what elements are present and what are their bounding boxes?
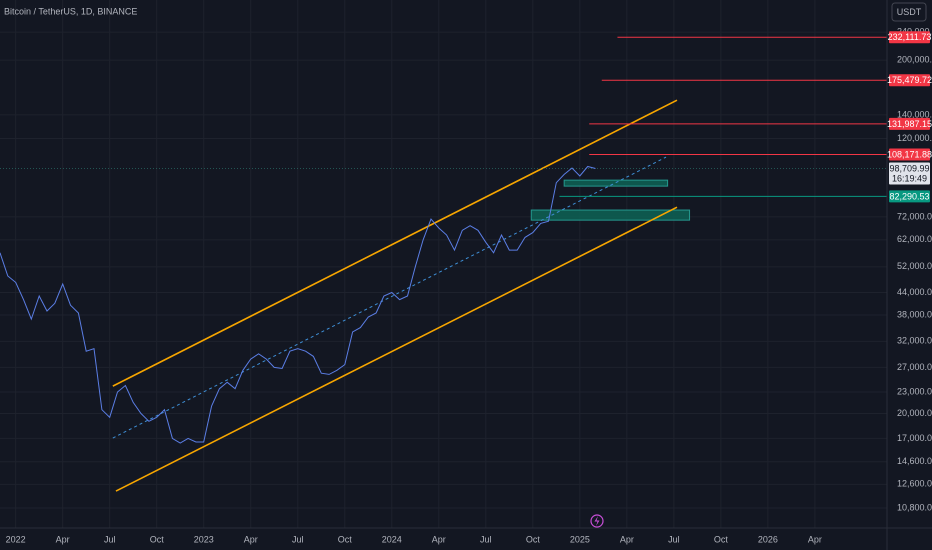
x-tick-label: 2025 (570, 534, 590, 544)
x-tick-label: 2026 (758, 534, 778, 544)
countdown-label: 16:19:49 (892, 173, 927, 183)
last-price-label: 98,709.99 (889, 163, 929, 173)
currency-label[interactable]: USDT (897, 7, 922, 17)
zone (530, 209, 691, 221)
x-tick-label: 2022 (6, 534, 26, 544)
level-label: 108,171.88 (887, 149, 932, 159)
x-tick-label: 2024 (382, 534, 402, 544)
x-tick-label: Apr (620, 534, 634, 544)
x-tick-label: Oct (714, 534, 729, 544)
x-tick-label: Apr (244, 534, 258, 544)
y-tick-label: 38,000.00 (897, 309, 932, 319)
x-tick-label: Jul (104, 534, 116, 544)
x-tick-label: Apr (56, 534, 70, 544)
y-tick-label: 20,000.00 (897, 408, 932, 418)
x-tick-label: Jul (668, 534, 680, 544)
axes: 2022 Apr Jul Oct 2023 Apr Jul Oct 2024 Apr Jul Oct 2… (6, 27, 932, 545)
y-tick-label: 120,000.00 (897, 133, 932, 143)
chart-title: Bitcoin / TetherUS, 1D, BINANCE (4, 6, 137, 16)
last-price-box (889, 162, 930, 185)
x-tick-label: Jul (292, 534, 304, 544)
y-tick-label: 32,000.00 (897, 336, 932, 346)
x-tick-label: Apr (808, 534, 822, 544)
y-tick-label: 23,000.00 (897, 386, 932, 396)
grid (0, 0, 887, 528)
y-tick-label: 10,800.00 (897, 502, 932, 512)
y-tick-label: 14,600.00 (897, 456, 932, 466)
level-label-box (889, 190, 930, 203)
x-tick-label: 2023 (194, 534, 214, 544)
x-tick-label: Apr (432, 534, 446, 544)
y-tick-label: 27,000.00 (897, 362, 932, 372)
mid-line (112, 156, 667, 439)
y-tick-label: 140,000.00 (897, 109, 932, 119)
level-label-box (889, 31, 930, 44)
level-label: 82,290.53 (889, 191, 929, 201)
y-tick-label: 200,000.00 (897, 55, 932, 65)
currency-button[interactable] (891, 2, 927, 22)
event-icon[interactable] (590, 514, 604, 528)
y-tick-label: 17,000.00 (897, 433, 932, 443)
level-label: 175,479.72 (887, 75, 932, 85)
x-tick-label: Oct (338, 534, 353, 544)
y-tick-label: 52,000.00 (897, 261, 932, 271)
x-tick-label: Oct (150, 534, 165, 544)
level-label-box (889, 117, 930, 130)
price-line (0, 165, 596, 444)
y-tick-label: 72,000.00 (897, 211, 932, 221)
level-label-box (889, 148, 930, 161)
event-icon (594, 516, 600, 526)
y-tick-label: 44,000.00 (897, 287, 932, 297)
x-tick-label: Jul (480, 534, 492, 544)
channel-line (112, 99, 678, 387)
x-tick-label: Oct (526, 534, 541, 544)
y-tick-label: 12,600.00 (897, 479, 932, 489)
zone (563, 179, 669, 187)
level-label-box (889, 74, 930, 87)
channel-line (115, 206, 678, 492)
y-tick-label: 62,000.00 (897, 234, 932, 244)
plot-area (0, 36, 887, 492)
level-label: 131,987.15 (887, 119, 932, 129)
level-label: 232,111.73 (888, 32, 932, 42)
